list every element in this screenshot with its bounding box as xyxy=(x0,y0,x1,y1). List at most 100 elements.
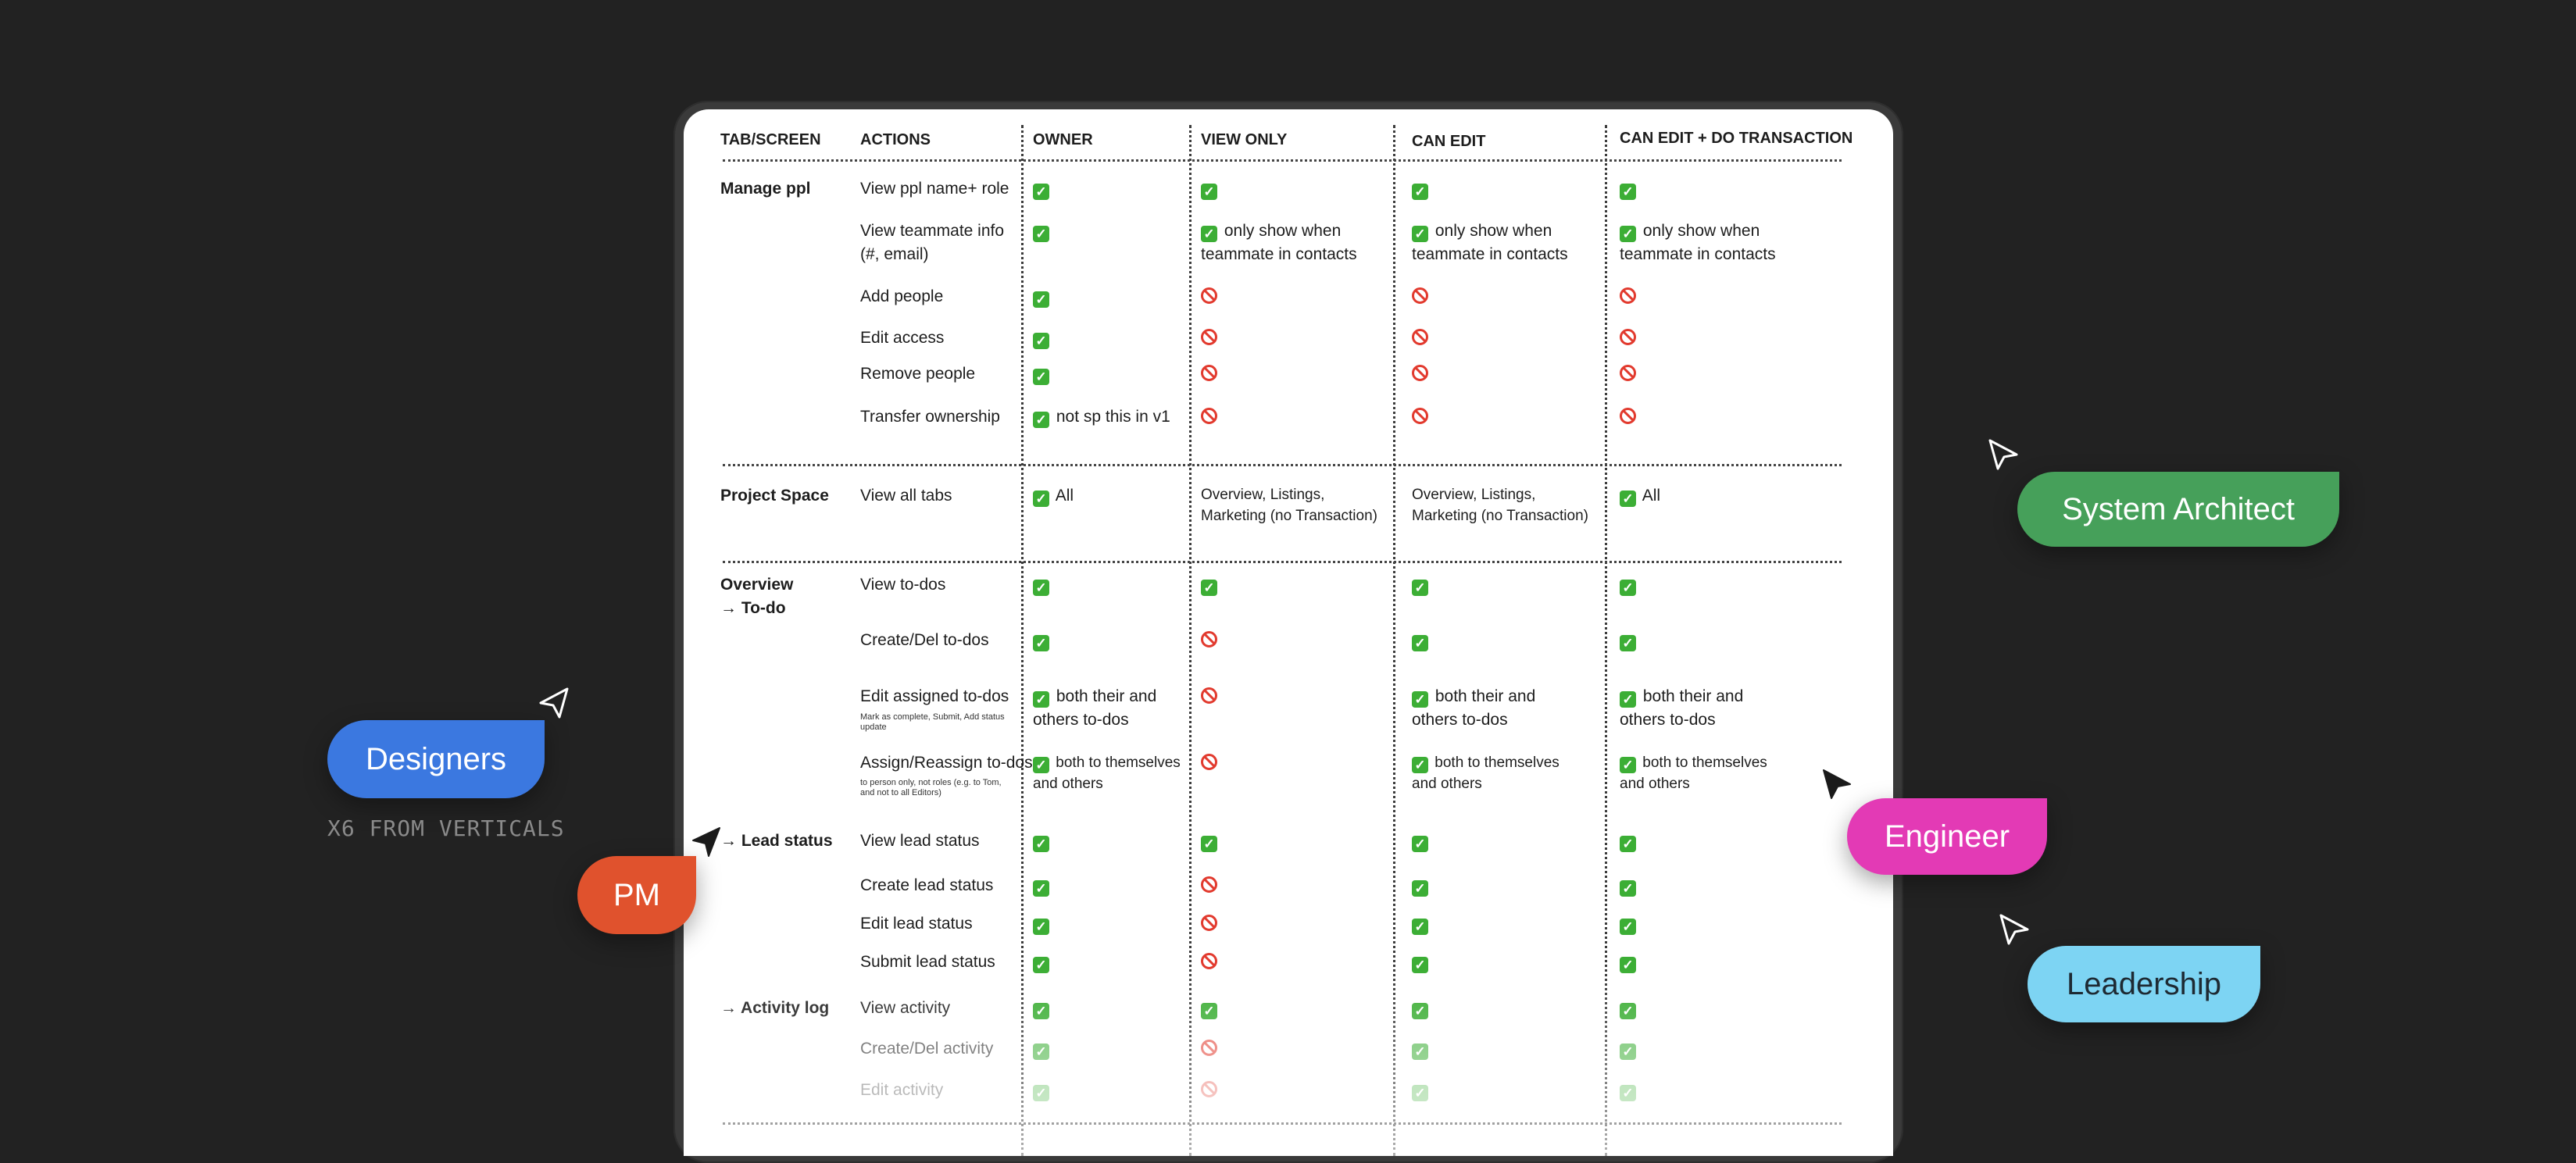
owner-cell: ✓ xyxy=(1033,1037,1052,1061)
prohibited-icon xyxy=(1201,365,1217,381)
designers-label: Designers xyxy=(327,720,545,798)
check-icon: ✓ xyxy=(1201,226,1217,242)
note-text: Overview, Listings, xyxy=(1412,487,1536,503)
prohibited-icon xyxy=(1201,687,1217,704)
can-edit-transaction-cell: ✓ xyxy=(1620,874,1638,897)
can-edit-cell xyxy=(1412,362,1428,386)
check-icon: ✓ xyxy=(1033,412,1049,428)
check-icon: ✓ xyxy=(1033,369,1049,385)
section-project-space: Project Space xyxy=(720,487,829,505)
view-only-cell xyxy=(1201,751,1217,775)
note-text: Marketing (no Transaction) xyxy=(1412,508,1588,524)
header-can-edit: CAN EDIT xyxy=(1412,133,1486,150)
note-text: and others xyxy=(1412,776,1482,792)
can-edit-cell: ✓ xyxy=(1412,177,1431,201)
prohibited-icon xyxy=(1620,365,1636,381)
prohibited-icon xyxy=(1201,287,1217,304)
owner-cell: ✓ xyxy=(1033,874,1052,897)
note-text: Overview, Listings, xyxy=(1201,487,1325,503)
check-icon: ✓ xyxy=(1412,226,1428,242)
note-text: others to-dos xyxy=(1033,711,1129,729)
action-edit-lead: Edit lead status xyxy=(860,915,973,933)
check-icon: ✓ xyxy=(1620,691,1636,708)
can-edit-cell: ✓ both their and others to-dos xyxy=(1412,685,1535,732)
check-icon: ✓ xyxy=(1033,491,1049,507)
owner-cell: ✓ not sp this in v1 xyxy=(1033,405,1170,429)
can-edit-cell: ✓ only show when teammate in contacts xyxy=(1412,219,1568,266)
prohibited-icon xyxy=(1412,365,1428,381)
prohibited-icon xyxy=(1201,631,1217,647)
header-actions: ACTIONS xyxy=(860,131,931,148)
can-edit-transaction-cell xyxy=(1620,405,1636,429)
view-only-cell: Overview, Listings, Marketing (no Transac… xyxy=(1201,484,1377,526)
pm-label: PM xyxy=(577,856,696,934)
section-divider xyxy=(723,1122,1842,1125)
action-note: Mark as complete, Submit, Add status upd… xyxy=(860,712,1005,732)
prohibited-icon xyxy=(1201,876,1217,893)
check-icon: ✓ xyxy=(1620,1085,1636,1101)
can-edit-cell: ✓ xyxy=(1412,1079,1431,1102)
prohibited-icon xyxy=(1620,329,1636,345)
can-edit-transaction-cell: ✓ xyxy=(1620,573,1638,597)
view-only-cell: ✓ xyxy=(1201,829,1220,853)
check-icon: ✓ xyxy=(1620,491,1636,507)
action-create-activity: Create/Del activity xyxy=(860,1040,994,1058)
check-icon: ✓ xyxy=(1033,880,1049,897)
header-can-edit-transaction: CAN EDIT + DO TRANSACTION xyxy=(1620,130,1853,147)
header-view-only: VIEW ONLY xyxy=(1201,131,1288,148)
can-edit-cell xyxy=(1412,285,1428,309)
action-label: View teammate info xyxy=(860,222,1005,240)
note-text: teammate in contacts xyxy=(1201,245,1357,263)
check-icon: ✓ xyxy=(1412,957,1428,973)
header-divider xyxy=(723,159,1842,162)
prohibited-icon xyxy=(1201,754,1217,770)
note-text: and others xyxy=(1620,776,1690,792)
view-only-cell xyxy=(1201,362,1217,386)
view-only-cell: ✓ xyxy=(1201,997,1220,1020)
owner-cell: ✓ xyxy=(1033,177,1052,201)
check-icon: ✓ xyxy=(1033,333,1049,349)
view-only-cell xyxy=(1201,951,1217,974)
prohibited-icon xyxy=(1201,1081,1217,1097)
prohibited-icon xyxy=(1620,408,1636,424)
can-edit-cell: ✓ xyxy=(1412,874,1431,897)
note-text: not sp this in v1 xyxy=(1056,408,1170,426)
can-edit-transaction-cell xyxy=(1620,326,1636,350)
check-icon: ✓ xyxy=(1620,1003,1636,1019)
note-text: both to themselves xyxy=(1642,755,1767,771)
view-only-cell: ✓ only show when teammate in contacts xyxy=(1201,219,1357,266)
subtitle-text: X6 FROM VERTICALS xyxy=(327,815,565,841)
check-icon: ✓ xyxy=(1620,580,1636,596)
can-edit-cell: ✓ xyxy=(1412,997,1431,1020)
cursor-filled-icon xyxy=(692,827,720,857)
can-edit-transaction-cell: ✓ xyxy=(1620,912,1638,936)
owner-cell: ✓ xyxy=(1033,326,1052,350)
check-icon: ✓ xyxy=(1033,957,1049,973)
action-view-todos: View to-dos xyxy=(860,576,946,594)
can-edit-cell: Overview, Listings, Marketing (no Transac… xyxy=(1412,484,1588,526)
view-only-cell: ✓ xyxy=(1201,573,1220,597)
owner-cell: ✓ xyxy=(1033,1079,1052,1102)
check-icon: ✓ xyxy=(1033,184,1049,200)
action-view-tabs: View all tabs xyxy=(860,487,952,505)
column-divider xyxy=(1393,125,1395,1156)
action-assign-todos: Assign/Reassign to-dos xyxy=(860,754,1033,772)
prohibited-icon xyxy=(1201,408,1217,424)
view-only-cell xyxy=(1201,1037,1217,1061)
can-edit-transaction-cell: ✓ xyxy=(1620,997,1638,1020)
check-icon: ✓ xyxy=(1033,1003,1049,1019)
check-icon: ✓ xyxy=(1201,1003,1217,1019)
can-edit-transaction-cell: ✓ xyxy=(1620,629,1638,652)
section-divider xyxy=(723,561,1842,563)
can-edit-transaction-cell: ✓ both their and others to-dos xyxy=(1620,685,1743,732)
view-only-cell xyxy=(1201,285,1217,309)
can-edit-cell: ✓ xyxy=(1412,1037,1431,1061)
check-icon: ✓ xyxy=(1412,757,1428,773)
owner-cell: ✓ All xyxy=(1033,484,1074,508)
check-icon: ✓ xyxy=(1412,836,1428,852)
check-icon: ✓ xyxy=(1620,919,1636,935)
note-text: both their and xyxy=(1434,687,1536,705)
can-edit-transaction-cell: ✓ xyxy=(1620,1037,1638,1061)
section-lead-status: → Lead status xyxy=(720,832,833,850)
cursor-outline-icon xyxy=(1999,914,2029,945)
